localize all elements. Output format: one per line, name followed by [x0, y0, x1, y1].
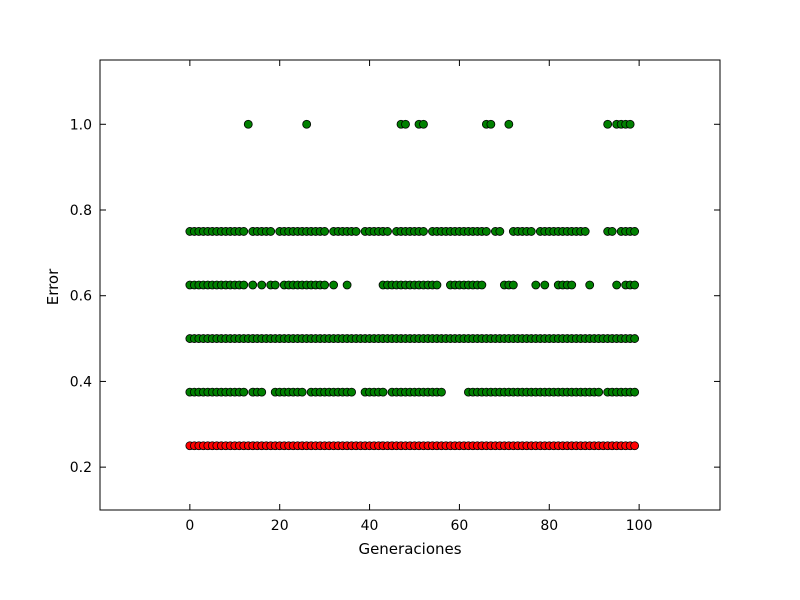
data-point: [383, 227, 392, 236]
data-point: [297, 387, 307, 397]
data-point: [594, 387, 604, 397]
data-point: [630, 387, 640, 397]
data-point: [248, 280, 258, 290]
data-point: [437, 387, 446, 397]
data-point: [540, 280, 550, 290]
data-point: [347, 387, 356, 397]
data-point: [239, 387, 249, 397]
x-tick-label: 40: [361, 518, 379, 534]
ticks-layer: 0 20 40 60 80 100 0.2 0.4 0.6 0.8 1.0: [70, 60, 720, 534]
y-tick-label: 0.6: [70, 289, 92, 305]
data-point: [625, 119, 635, 129]
y-axis-label: Error: [44, 268, 62, 305]
x-tick-label: 20: [271, 518, 289, 534]
data-point: [603, 119, 613, 129]
data-point: [243, 119, 253, 129]
data-point: [607, 227, 617, 236]
x-tick-label: 0: [185, 518, 194, 534]
data-point: [526, 227, 536, 236]
data-point: [266, 227, 276, 236]
points-layer: [185, 119, 640, 451]
data-point: [401, 119, 410, 129]
data-point: [320, 227, 330, 236]
data-point: [320, 280, 330, 290]
data-point: [580, 227, 590, 236]
data-point: [432, 280, 442, 290]
data-point: [419, 119, 428, 129]
data-point: [486, 119, 496, 129]
data-point: [504, 119, 514, 129]
data-point: [270, 280, 280, 290]
data-point: [481, 227, 491, 236]
data-point: [419, 227, 428, 236]
y-tick-label: 0.2: [70, 460, 92, 476]
data-point: [257, 387, 267, 397]
data-point: [495, 227, 505, 236]
data-point: [351, 227, 361, 236]
x-tick-label: 80: [540, 518, 558, 534]
data-point: [257, 280, 267, 290]
data-point: [239, 227, 249, 236]
data-point: [477, 280, 487, 290]
data-point: [567, 280, 577, 290]
data-point: [239, 280, 249, 290]
plot-frame: [99, 59, 721, 511]
data-point: [630, 334, 640, 343]
data-point: [508, 280, 518, 290]
data-point: [378, 387, 388, 397]
y-tick-label: 0.4: [70, 374, 92, 390]
y-tick-label: 1.0: [70, 117, 92, 133]
data-point: [612, 280, 622, 290]
data-point: [630, 227, 640, 236]
data-point: [630, 441, 640, 451]
y-tick-label: 0.8: [70, 203, 92, 219]
x-axis-label: Generaciones: [358, 540, 461, 558]
data-point: [329, 280, 339, 290]
data-point: [531, 280, 541, 290]
data-point: [630, 280, 640, 290]
x-tick-label: 100: [626, 518, 653, 534]
data-point: [342, 280, 352, 290]
data-point: [302, 119, 312, 129]
data-point: [585, 280, 595, 290]
x-tick-label: 60: [451, 518, 469, 534]
